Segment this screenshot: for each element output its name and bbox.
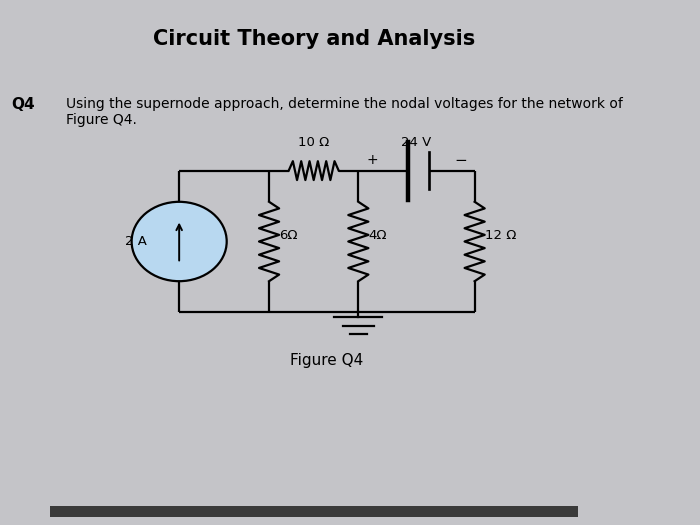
Text: 24 V: 24 V xyxy=(401,135,432,149)
Text: −: − xyxy=(454,153,467,167)
Text: Figure Q4: Figure Q4 xyxy=(290,353,363,368)
Text: Circuit Theory and Analysis: Circuit Theory and Analysis xyxy=(153,29,475,49)
Text: 2 A: 2 A xyxy=(125,235,146,248)
Text: 4Ω: 4Ω xyxy=(368,229,387,242)
Text: 12 Ω: 12 Ω xyxy=(484,229,516,242)
Text: +: + xyxy=(366,153,378,167)
Text: 6Ω: 6Ω xyxy=(279,229,298,242)
Text: 10 Ω: 10 Ω xyxy=(298,135,329,149)
Text: Q4: Q4 xyxy=(11,97,35,112)
Circle shape xyxy=(132,202,227,281)
FancyBboxPatch shape xyxy=(50,506,578,517)
Text: Using the supernode approach, determine the nodal voltages for the network of
Fi: Using the supernode approach, determine … xyxy=(66,97,623,128)
